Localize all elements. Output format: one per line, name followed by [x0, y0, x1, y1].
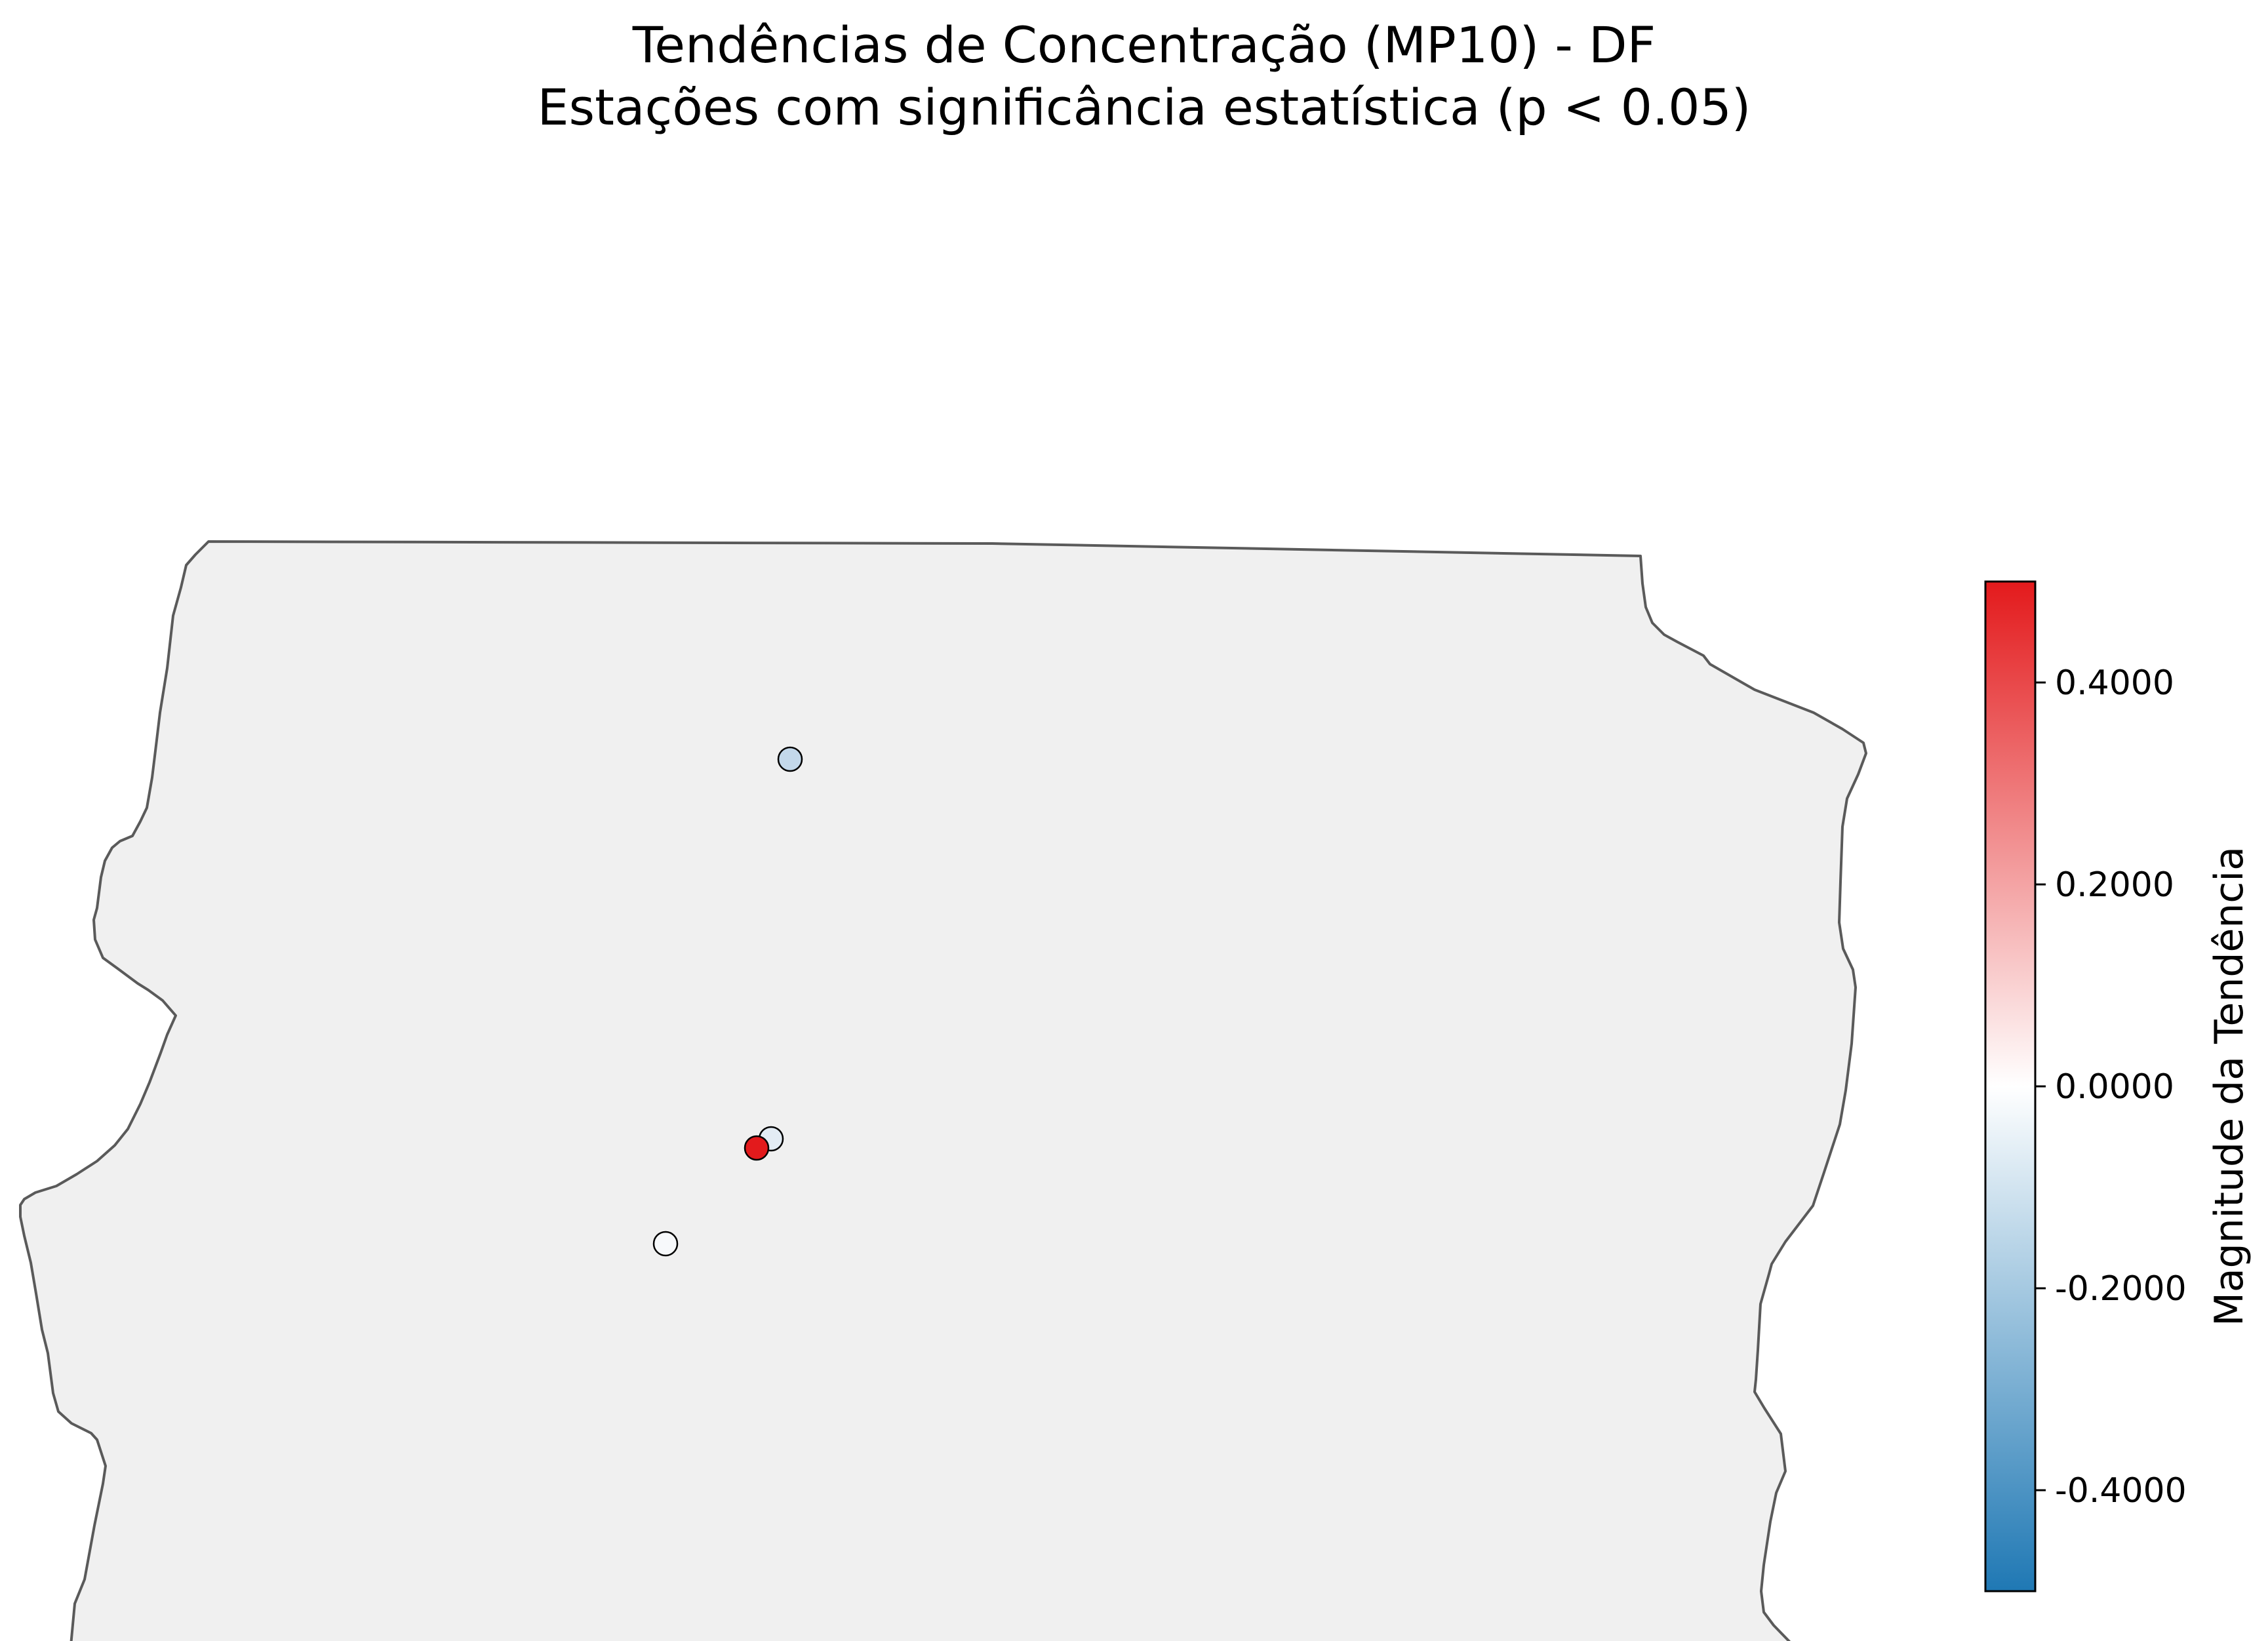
station-marker[interactable] — [652, 1231, 679, 1257]
stations-layer — [652, 746, 803, 1257]
map-title-line1: Tendências de Concentração (MP10) - DF — [632, 16, 1656, 74]
colorbar — [1984, 580, 2037, 1592]
colorbar-tick-label: 0.4000 — [2055, 663, 2174, 703]
station-marker[interactable] — [744, 1135, 770, 1161]
colorbar-tick-label: 0.0000 — [2055, 1067, 2174, 1107]
colorbar-tick-label: -0.4000 — [2055, 1471, 2187, 1511]
colorbar-tick-label: -0.2000 — [2055, 1269, 2187, 1309]
map-title-line2: Estações com significância estatística (… — [538, 78, 1751, 136]
region-outline — [19, 540, 1867, 1641]
colorbar-label: Magnitude da Tendência — [2206, 846, 2252, 1326]
colorbar-tick-label: 0.2000 — [2055, 865, 2174, 905]
colorbar-ticks: 0.4000 0.2000 0.0000 -0.2000 -0.4000 — [2035, 663, 2187, 1511]
station-marker[interactable] — [777, 746, 803, 772]
